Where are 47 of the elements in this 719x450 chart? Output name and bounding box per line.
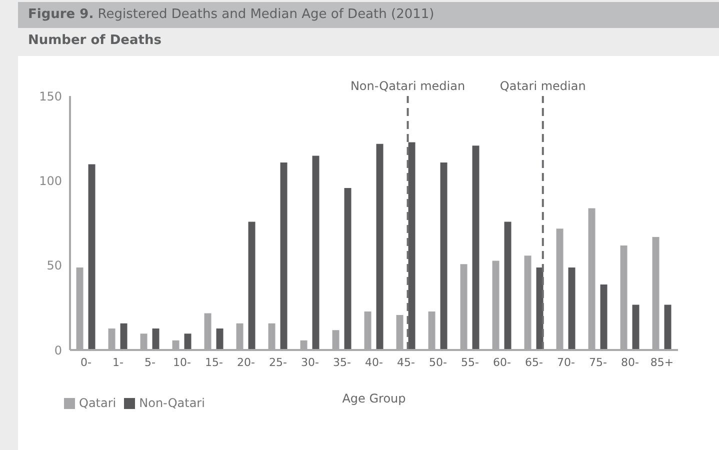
x-tick-label: 20- bbox=[237, 356, 256, 369]
x-tick-label: 1- bbox=[112, 356, 124, 369]
x-tick-label: 35- bbox=[333, 356, 352, 369]
ref-line-label: Non-Qatari median bbox=[350, 79, 466, 93]
bar bbox=[663, 304, 672, 350]
legend-label: Qatari bbox=[78, 396, 116, 410]
bar bbox=[375, 142, 384, 350]
x-tick-label: 25- bbox=[269, 356, 288, 369]
bar bbox=[631, 304, 640, 350]
bar bbox=[279, 162, 288, 350]
chart-subtitle: Number of Deaths bbox=[28, 33, 162, 48]
bar bbox=[311, 154, 320, 350]
chart-title: Figure 9. Registered Deaths and Median Age of Death (2011) bbox=[18, 2, 719, 28]
bar bbox=[151, 327, 160, 350]
ref-line-label: Qatari median bbox=[500, 79, 586, 93]
x-tick-label: 30- bbox=[301, 356, 320, 369]
x-tick-label: 40- bbox=[365, 356, 384, 369]
x-tick-label: 55- bbox=[461, 356, 480, 369]
x-tick-label: 45- bbox=[397, 356, 416, 369]
x-tick-label: 0- bbox=[80, 356, 92, 369]
bar bbox=[567, 266, 576, 350]
bar bbox=[247, 220, 256, 350]
legend-label: Non-Qatari bbox=[138, 396, 205, 410]
x-tick-label: 60- bbox=[493, 356, 512, 369]
bar bbox=[183, 332, 192, 350]
x-tick-label: 65- bbox=[525, 356, 544, 369]
x-tick-label: 85+ bbox=[650, 356, 674, 369]
y-tick-label: 100 bbox=[39, 174, 62, 188]
y-tick-label: 0 bbox=[54, 343, 62, 358]
x-tick-label: 50- bbox=[429, 356, 448, 369]
x-tick-label: 70- bbox=[557, 356, 576, 369]
x-tick-label: 10- bbox=[173, 356, 192, 369]
bar bbox=[87, 163, 96, 350]
x-tick-label: 5- bbox=[144, 356, 156, 369]
x-axis-title: Age Group bbox=[342, 392, 406, 406]
y-tick-label: 150 bbox=[39, 89, 62, 104]
bar bbox=[471, 144, 480, 350]
bar bbox=[343, 186, 352, 350]
y-tick-label: 50 bbox=[46, 258, 62, 273]
bar bbox=[599, 283, 608, 350]
x-tick-label: 80- bbox=[621, 356, 640, 369]
bar bbox=[503, 220, 512, 350]
bar bbox=[119, 322, 128, 350]
bar bbox=[215, 327, 224, 350]
x-tick-label: 75- bbox=[589, 356, 608, 369]
x-tick-label: 15- bbox=[205, 356, 224, 369]
bar bbox=[439, 162, 448, 350]
